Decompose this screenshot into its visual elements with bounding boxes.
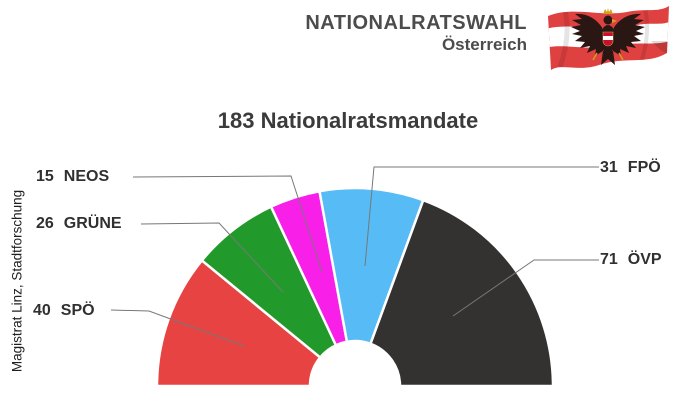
- neos-seats: 15: [36, 168, 54, 185]
- label-neos: 15 NEOS: [36, 168, 109, 186]
- chart-title: 183 Nationalratsmandate: [217, 108, 479, 133]
- label-spoe: 40 SPÖ: [33, 302, 95, 320]
- leader-line-neos: [132, 175, 323, 273]
- austria-flag-svg: [548, 6, 669, 70]
- leader-line-spö: [110, 309, 245, 347]
- neos-name: NEOS: [63, 168, 110, 185]
- label-oevp: 71 ÖVP: [600, 251, 662, 269]
- leader-line-fpö: [364, 166, 599, 267]
- fpoe-name: FPÖ: [627, 159, 661, 176]
- spoe-name: SPÖ: [60, 302, 95, 319]
- fpoe-seats: 31: [600, 159, 618, 176]
- oevp-name: ÖVP: [627, 251, 662, 268]
- austria-flag-icon: [545, 3, 671, 77]
- leader-line-övp: [452, 259, 599, 317]
- segment-övp: [368, 198, 555, 388]
- leader-line-grüne: [140, 222, 284, 293]
- spoe-seats: 40: [33, 302, 51, 319]
- report-header: NATIONALRATSWAHL Österreich: [305, 12, 527, 56]
- eagle-emblem: [571, 8, 645, 65]
- oevp-seats: 71: [600, 251, 618, 268]
- label-fpoe: 31 FPÖ: [600, 159, 661, 177]
- header-subtitle: Österreich: [441, 35, 527, 54]
- gruene-name: GRÜNE: [63, 215, 122, 232]
- header-title: NATIONALRATSWAHL: [305, 12, 527, 34]
- segment-spö: [155, 258, 322, 388]
- label-gruene: 26 GRÜNE: [36, 215, 122, 233]
- gruene-seats: 26: [36, 215, 54, 232]
- attribution-text: Magistrat Linz, Stadtforschung: [9, 189, 25, 373]
